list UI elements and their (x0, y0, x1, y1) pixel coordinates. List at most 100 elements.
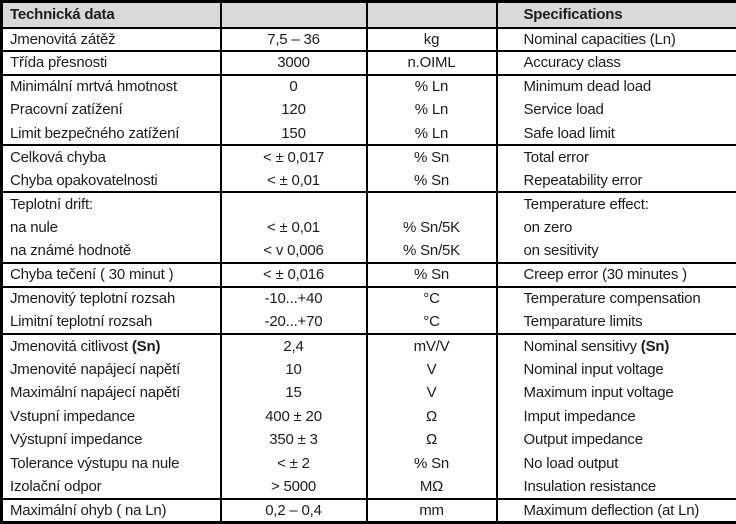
unit-cell: % Sn (365, 451, 497, 476)
unit-cell: mV/V (365, 332, 497, 358)
english-label-cell: Imput impedance (495, 404, 736, 429)
english-label-cell: Creep error (30 minutes ) (495, 262, 736, 287)
value-cell: 120 (219, 98, 367, 122)
unit-cell: °C (365, 310, 497, 334)
czech-label-cell: Vstupní impedance (10, 407, 136, 425)
value-cell: 7,5 – 36 (219, 26, 367, 52)
table-row: Chyba opakovatelnosti < ± 0,01 % Sn Repe… (2, 168, 736, 193)
english-label-cell: Output impedance (495, 428, 736, 452)
header-czech-title: Technická data (10, 6, 115, 24)
table-row: Izolační odpor > 5000 MΩ Insulation resi… (2, 475, 736, 499)
table-row: Chyba tečení ( 30 minut ) < ± 0,016 % Sn… (1, 262, 736, 287)
czech-label-cell: Jmenovitá zátěž (1, 26, 221, 52)
value-cell: 15 (219, 380, 367, 405)
czech-label-cell: Maximální napájecí napětí (10, 384, 181, 402)
table-row: Limitní teplotní rozsah -20...+70 °C Tem… (2, 310, 736, 334)
czech-label-cell: Chyba opakovatelnosti (10, 171, 158, 189)
table-row: Limit bezpečného zatížení 150 % Ln Safe … (2, 121, 736, 146)
table-row: Maximální napájecí napětí 15 V Maximum i… (2, 380, 736, 405)
czech-label-cell: Výstupní impedance (10, 431, 143, 449)
unit-cell: % Sn (365, 144, 497, 169)
table-row: Vstupní impedance 400 ± 20 Ω Imput imped… (2, 404, 736, 429)
value-cell: < ± 2 (219, 451, 367, 476)
english-label-cell: Total error (495, 144, 736, 169)
czech-label-cell: Teplotní drift: (1, 191, 221, 216)
value-cell: 0 (219, 73, 367, 99)
value-cell: 150 (219, 121, 367, 146)
czech-label-cell: Jmenovité napájecí napětí (10, 360, 181, 378)
table-row: Teplotní drift: Temperature effect: (1, 191, 736, 216)
value-cell: > 5000 (219, 475, 367, 499)
table-row: na nule < ± 0,01 % Sn/5K on zero (2, 216, 736, 240)
unit-cell: % Ln (365, 121, 497, 146)
value-cell: < ± 0,016 (219, 262, 367, 287)
header-unit-column (365, 1, 497, 28)
value-cell: 400 ± 20 (219, 404, 367, 429)
english-label-cell: Insulation resistance (495, 475, 736, 499)
unit-cell: MΩ (365, 475, 497, 499)
english-label-cell: Maximum input voltage (495, 380, 736, 405)
english-label-cell: Nominal input voltage (495, 357, 736, 381)
english-label-cell: Repeatability error (495, 168, 736, 193)
english-label-cell: No load output (495, 451, 736, 476)
table-row: Výstupní impedance 350 ± 3 Ω Output impe… (2, 428, 736, 452)
table-row: Jmenovitý teplotní rozsah -10...+40 °C T… (1, 285, 736, 311)
unit-cell: Ω (365, 404, 497, 429)
english-label-cell: Temparature limits (495, 310, 736, 334)
table-row: Tolerance výstupu na nule < ± 2 % Sn No … (2, 451, 736, 476)
table-row: Maximální ohyb ( na Ln) 0,2 – 0,4 mm Max… (1, 497, 736, 523)
english-label-cell: Temperature effect: (495, 191, 736, 216)
table-row: Jmenovité napájecí napětí 10 V Nominal i… (2, 357, 736, 381)
czech-label-cell: na nule (10, 219, 58, 237)
english-label-cell: Nominal sensitivy (Sn) (495, 332, 736, 358)
value-cell: -10...+40 (219, 285, 367, 311)
header-value-column (219, 1, 367, 28)
unit-cell: % Sn (365, 168, 497, 193)
english-label-cell: Maximum deflection (at Ln) (495, 497, 736, 523)
unit-cell: V (365, 357, 497, 381)
value-cell: 350 ± 3 (219, 428, 367, 452)
header-english-title: Specifications (495, 1, 736, 28)
value-cell: < ± 0,01 (219, 216, 367, 240)
value-cell: 0,2 – 0,4 (219, 497, 367, 523)
table-row: na známé hodnotě < v 0,006 % Sn/5K on se… (2, 239, 736, 264)
value-cell: 2,4 (219, 332, 367, 358)
czech-label-cell: Třída přesnosti (1, 50, 221, 75)
unit-cell: % Sn/5K (365, 216, 497, 240)
value-cell: -20...+70 (219, 310, 367, 334)
table-header-row: Technická data Specifications (1, 1, 736, 28)
unit-cell: % Sn (365, 262, 497, 287)
czech-label-cell: Celková chyba (1, 144, 221, 169)
czech-label-cell: Jmenovitá citlivost (Sn) (1, 332, 221, 358)
english-label-cell: Nominal capacities (Ln) (495, 26, 736, 52)
czech-label-cell: Limit bezpečného zatížení (10, 124, 180, 142)
czech-label-cell: Izolační odpor (10, 477, 102, 495)
english-label-cell: Minimum dead load (495, 73, 736, 99)
value-cell (219, 191, 367, 216)
unit-cell: % Sn/5K (365, 239, 497, 264)
value-cell: < ± 0,017 (219, 144, 367, 169)
value-cell: < ± 0,01 (219, 168, 367, 193)
unit-cell: V (365, 380, 497, 405)
czech-label-cell: Jmenovitý teplotní rozsah (1, 285, 221, 311)
table-row: Třída přesnosti 3000 n.OIML Accuracy cla… (1, 50, 736, 75)
table-row: Minimální mrtvá hmotnost 0 % Ln Minimum … (1, 73, 736, 99)
value-cell: 10 (219, 357, 367, 381)
unit-cell: Ω (365, 428, 497, 452)
english-label-cell: on zero (495, 216, 736, 240)
spec-table-body: Jmenovitá zátěž 7,5 – 36 kg Nominal capa… (1, 26, 736, 523)
czech-label-cell: Tolerance výstupu na nule (10, 454, 180, 472)
value-cell: 3000 (219, 50, 367, 75)
english-label-cell: Service load (495, 98, 736, 122)
czech-label-cell: Maximální ohyb ( na Ln) (1, 497, 221, 523)
table-row: Jmenovitá zátěž 7,5 – 36 kg Nominal capa… (1, 26, 736, 52)
unit-cell: kg (365, 26, 497, 52)
unit-cell: °C (365, 285, 497, 311)
czech-label-cell: Pracovní zatížení (10, 101, 123, 119)
czech-label-cell: na známé hodnotě (10, 242, 132, 260)
table-row: Pracovní zatížení 120 % Ln Service load (2, 98, 736, 122)
unit-cell: % Ln (365, 73, 497, 99)
unit-cell (365, 191, 497, 216)
czech-label-cell: Chyba tečení ( 30 minut ) (1, 262, 221, 287)
